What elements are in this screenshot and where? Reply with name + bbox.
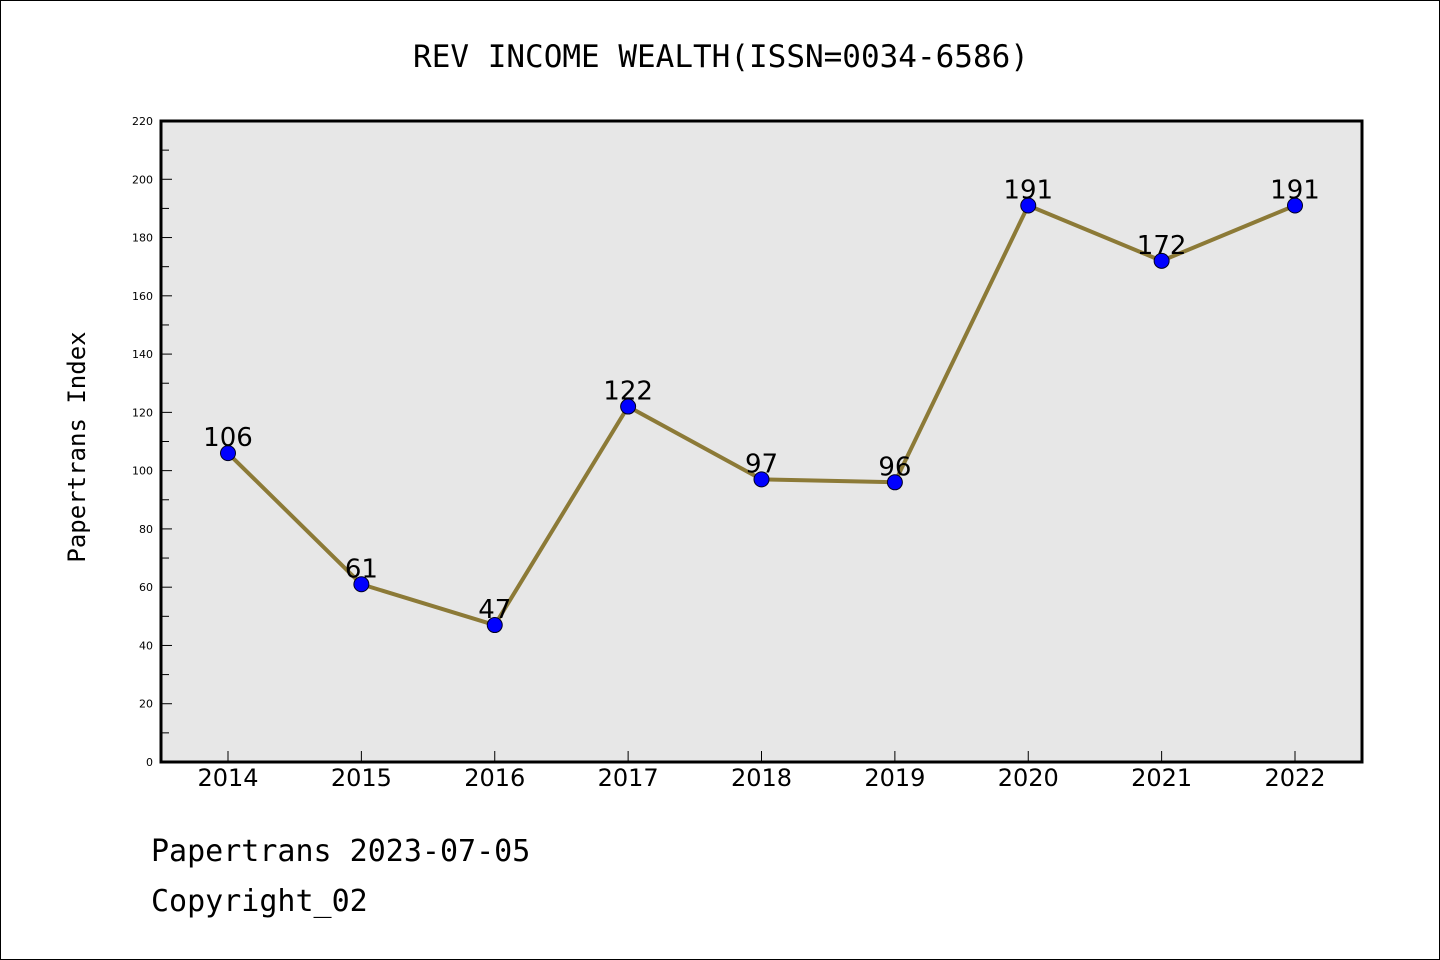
- y-tick-label: 160: [132, 290, 153, 303]
- y-tick-label: 80: [139, 523, 153, 536]
- x-tick-label: 2022: [1264, 764, 1325, 792]
- y-tick-label: 140: [132, 348, 153, 361]
- data-point: [753, 471, 770, 488]
- x-tick-label: 2018: [731, 764, 792, 792]
- footer-copyright: Copyright_02: [151, 884, 368, 919]
- x-tick-label: 2019: [864, 764, 925, 792]
- x-tick-label: 2014: [197, 764, 258, 792]
- axis-ticks: 0 20 40 60 80 100 120 140 160 180 200 220 2014 2015 20…: [132, 115, 1326, 792]
- x-tick-label: 2015: [331, 764, 392, 792]
- y-tick-label: 60: [139, 581, 153, 594]
- x-tick-label: 2017: [598, 764, 659, 792]
- chart-title: REV INCOME WEALTH(ISSN=0034-6586): [413, 39, 1029, 75]
- data-label: 172: [1137, 231, 1187, 261]
- data-labels: 106 61 47 122 97 96 191 172 191: [203, 175, 1320, 625]
- y-tick-label: 20: [139, 698, 153, 711]
- data-point: [486, 617, 503, 634]
- footer-date: Papertrans 2023-07-05: [151, 834, 531, 869]
- data-point: [1020, 197, 1037, 214]
- x-tick-label: 2016: [464, 764, 525, 792]
- data-point: [220, 445, 236, 462]
- plot-area: [161, 121, 1362, 762]
- data-label: 96: [878, 452, 911, 482]
- data-label: 191: [1003, 175, 1053, 205]
- data-point: [1287, 197, 1303, 214]
- y-tick-label: 220: [132, 115, 153, 128]
- y-tick-label: 100: [132, 465, 153, 478]
- series-line-group: [220, 197, 1303, 634]
- y-tick-label: 120: [132, 406, 153, 419]
- y-tick-label: 0: [146, 756, 153, 769]
- y-tick-label: 40: [139, 639, 153, 652]
- data-point: [1153, 252, 1170, 269]
- y-tick-label: 180: [132, 232, 153, 245]
- y-tick-label: 200: [132, 173, 153, 186]
- y-axis-label: Papertrans Index: [63, 331, 91, 562]
- data-point: [620, 398, 637, 415]
- plot-frame: [159, 119, 1364, 764]
- x-tick-label: 2020: [998, 764, 1059, 792]
- data-label: 122: [603, 377, 653, 407]
- data-label: 97: [745, 449, 778, 479]
- data-label: 191: [1270, 175, 1320, 205]
- x-tick-label: 2021: [1131, 764, 1192, 792]
- data-point: [886, 474, 903, 491]
- data-label: 61: [345, 554, 378, 584]
- data-point: [353, 576, 370, 593]
- data-label: 47: [478, 595, 511, 625]
- data-label: 106: [203, 423, 253, 453]
